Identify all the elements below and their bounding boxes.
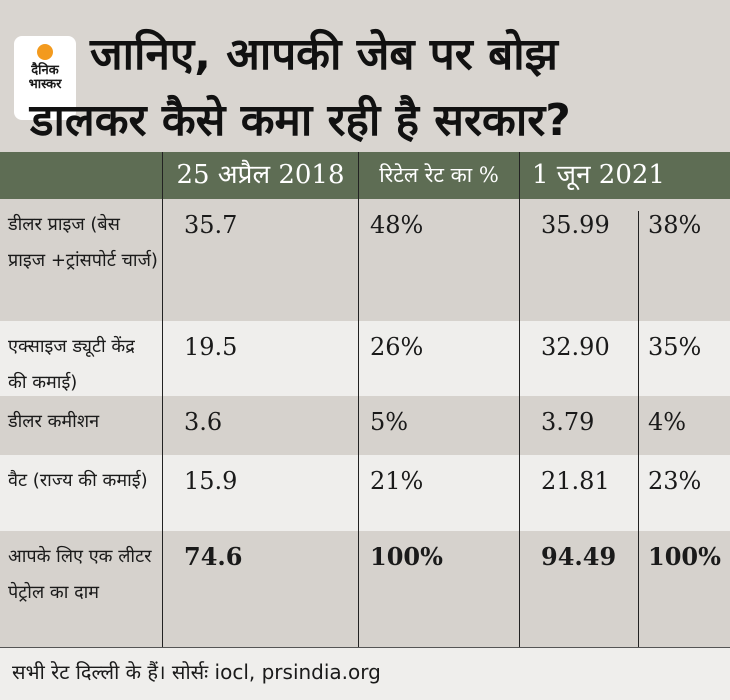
table-row: वैट (राज्य की कमाई) 15.9 21% 21.81 23% — [0, 455, 730, 531]
header-2018: 25 अप्रैल 2018 — [162, 152, 358, 199]
cell-label: डीलर प्राइज (बेस प्राइज +ट्रांसपोर्ट चार… — [8, 214, 158, 271]
cell-v2021: 3.79 — [541, 408, 595, 436]
table-row: आपके लिए एक लीटर पेट्रोल का दाम 74.6 100% 9… — [0, 531, 730, 647]
cell-p2018: 48% — [370, 211, 424, 239]
title-line2: डालकर कैसे कमा रही है सरकार? — [30, 95, 571, 146]
column-divider — [638, 211, 639, 647]
header-retail-percent: रिटेल रेट का % — [358, 152, 519, 199]
footer-source: सभी रेट दिल्ली के हैं। सोर्सः iocl, prsi… — [0, 647, 730, 700]
table-row: डीलर प्राइज (बेस प्राइज +ट्रांसपोर्ट चार… — [0, 199, 730, 321]
cell-p2018: 100% — [370, 542, 443, 571]
cell-v2018: 74.6 — [184, 542, 243, 571]
logo-line2: भास्कर — [28, 77, 62, 92]
cell-v2018: 3.6 — [184, 408, 223, 436]
cell-p2018: 21% — [370, 467, 424, 495]
cell-v2018: 15.9 — [184, 467, 238, 495]
cell-v2021: 35.99 — [541, 211, 610, 239]
cell-v2021: 21.81 — [541, 467, 610, 495]
column-divider — [358, 199, 359, 647]
cell-p2021: 4% — [648, 408, 687, 436]
cell-label: वैट (राज्य की कमाई) — [8, 470, 148, 491]
cell-p2018: 5% — [370, 408, 409, 436]
cell-p2021: 35% — [648, 333, 702, 361]
cell-v2021: 94.49 — [541, 542, 617, 571]
table-row: एक्साइज ड्यूटी केंद्र की कमाई) 19.5 26% 32.… — [0, 321, 730, 396]
logo-line1: दैनिक — [31, 63, 59, 78]
cell-v2021: 32.90 — [541, 333, 610, 361]
column-divider — [519, 199, 520, 647]
cell-label: डीलर कमीशन — [8, 411, 100, 432]
cell-p2021: 100% — [648, 542, 721, 571]
cell-label: आपके लिए एक लीटर पेट्रोल का दाम — [8, 546, 152, 603]
sun-icon — [37, 44, 53, 60]
column-divider — [162, 199, 163, 647]
cell-p2018: 26% — [370, 333, 424, 361]
cell-v2018: 19.5 — [184, 333, 238, 361]
title-line1: जानिए, आपकी जेब पर बोझ — [90, 29, 558, 80]
cell-p2021: 23% — [648, 467, 702, 495]
cell-v2018: 35.7 — [184, 211, 238, 239]
cell-label: एक्साइज ड्यूटी केंद्र की कमाई) — [8, 336, 135, 393]
table-header: 25 अप्रैल 2018 रिटेल रेट का % 1 जून 2021 — [0, 152, 730, 199]
title-area: दैनिक भास्कर जानिए, आपकी जेब पर बोझ डालक… — [0, 0, 730, 152]
cell-p2021: 38% — [648, 211, 702, 239]
header-2021: 1 जून 2021 — [519, 152, 730, 199]
dainik-bhaskar-logo: दैनिक भास्कर — [14, 36, 76, 120]
table-row: डीलर कमीशन 3.6 5% 3.79 4% — [0, 396, 730, 455]
